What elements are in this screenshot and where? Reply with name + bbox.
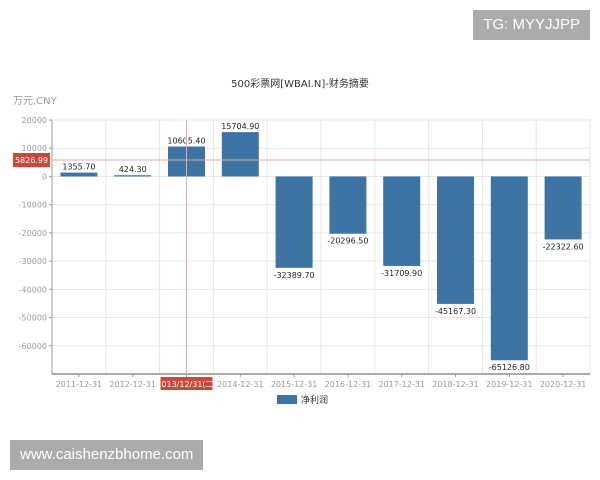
bar[interactable] — [437, 176, 474, 304]
x-tick-label: 2016-12-31 — [325, 380, 372, 389]
data-label: -65126.80 — [489, 363, 530, 372]
x-tick-label: 2014-12-31 — [217, 380, 264, 389]
x-tick-label: 2012-12-31 — [109, 380, 156, 389]
legend[interactable]: 净利润 — [277, 394, 328, 406]
x-tick-label: 2017-12-31 — [378, 380, 425, 389]
bar[interactable] — [114, 175, 152, 177]
y-tick-label: 10000 — [22, 144, 47, 153]
bar[interactable] — [544, 176, 582, 240]
y-tick-label: 20000 — [22, 116, 47, 125]
data-label: 15704.90 — [221, 122, 259, 131]
bars: 1355.70 424.3010605.4015704.90-32389.70-2… — [60, 122, 584, 372]
crosshair-x-label-box — [160, 377, 213, 390]
y-tick-label: -50000 — [19, 314, 47, 323]
crosshair-y-label: 5826.99 — [15, 156, 48, 165]
x-tick-label: 2019-12-31 — [486, 380, 533, 389]
bar[interactable] — [60, 172, 98, 177]
watermark-bottom: www.caishenzbhome.com — [10, 440, 204, 470]
data-label: 1355.70 — [62, 163, 95, 172]
x-tick-label: 2020-12-31 — [540, 380, 587, 389]
bar[interactable] — [275, 176, 313, 268]
crosshair-x-label: 2013/12/31(二) — [156, 380, 216, 389]
net-profit-bar-chart: 500彩票网[WBAI.N]-财务摘要 万元,CNY 1355.70 424.30… — [13, 77, 591, 406]
bar[interactable] — [490, 176, 528, 361]
bar[interactable] — [383, 176, 421, 266]
data-label: -32389.70 — [274, 271, 315, 280]
y-tick-label: -20000 — [19, 229, 47, 238]
data-label: -20296.50 — [327, 237, 368, 246]
data-label: -45167.30 — [435, 307, 476, 316]
axes: 20000 10000 0 -10000 -20000 -30000 -40000 -5000… — [19, 116, 590, 389]
crosshair-y-label-box — [13, 152, 50, 167]
data-label: -31709.90 — [381, 269, 422, 278]
y-tick-label: -40000 — [19, 285, 47, 294]
legend-label: 净利润 — [301, 394, 328, 406]
y-tick-label: 0 — [42, 172, 47, 181]
y-tick-label: -10000 — [19, 201, 47, 210]
y-tick-label: -30000 — [19, 257, 47, 266]
chart-title: 500彩票网[WBAI.N]-财务摘要 — [231, 77, 369, 90]
y-tick-label: -60000 — [19, 342, 47, 351]
data-label: -22322.60 — [543, 242, 584, 251]
crosshair: 5826.99 2013/12/31(二) — [13, 120, 590, 390]
bar[interactable] — [221, 132, 259, 177]
unit-label: 万元,CNY — [13, 96, 58, 107]
data-label: 424.30 — [119, 165, 147, 174]
x-tick-label: 2018-12-31 — [432, 380, 479, 389]
x-tick-label: 2011-12-31 — [56, 380, 103, 389]
watermark-top: TG: MYYJJPP — [473, 10, 590, 40]
x-tick-label: 2015-12-31 — [271, 380, 318, 389]
legend-swatch — [277, 395, 297, 404]
bar[interactable] — [329, 176, 367, 234]
chart-panel: 500彩票网[WBAI.N]-财务摘要 万元,CNY 1355.70 424.30… — [0, 68, 600, 412]
